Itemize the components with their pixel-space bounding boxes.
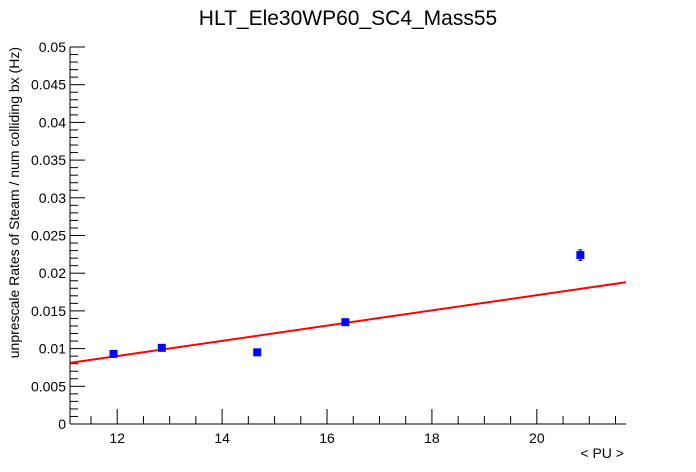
- y-tick-label: 0.035: [31, 152, 66, 168]
- y-tick-label: 0.04: [39, 114, 66, 130]
- data-point: [341, 318, 350, 327]
- y-axis-label: unprescale Rates of Steam / num collidin…: [6, 47, 22, 358]
- y-tick-label: 0.03: [39, 190, 66, 206]
- data-point: [253, 348, 262, 357]
- y-tick-label: 0.05: [39, 39, 66, 55]
- y-tick-label: 0.01: [39, 341, 66, 357]
- axes: 0 0.005 0.01 0.015 0.02 0.025 0.03 0.035 0.04 0.0…: [31, 39, 626, 446]
- x-tick-label: 18: [424, 430, 440, 446]
- y-tick-label: 0.015: [31, 303, 66, 319]
- y-tick-label: 0.045: [31, 77, 66, 93]
- data-point: [109, 349, 118, 358]
- x-tick-label: 14: [214, 430, 230, 446]
- y-tick-label: 0.005: [31, 378, 66, 394]
- data-point: [157, 343, 166, 352]
- y-tick-label: 0.02: [39, 265, 66, 281]
- y-tick-label: 0.025: [31, 228, 66, 244]
- x-tick-label: 20: [529, 430, 545, 446]
- y-tick-label: 0: [58, 416, 66, 432]
- data-points-layer: [109, 249, 585, 358]
- data-point: [576, 251, 585, 260]
- x-axis-label: < PU >: [580, 445, 624, 461]
- x-tick-label: 16: [319, 430, 335, 446]
- chart-title: HLT_Ele30WP60_SC4_Mass55: [199, 7, 497, 30]
- x-tick-label: 12: [109, 430, 125, 446]
